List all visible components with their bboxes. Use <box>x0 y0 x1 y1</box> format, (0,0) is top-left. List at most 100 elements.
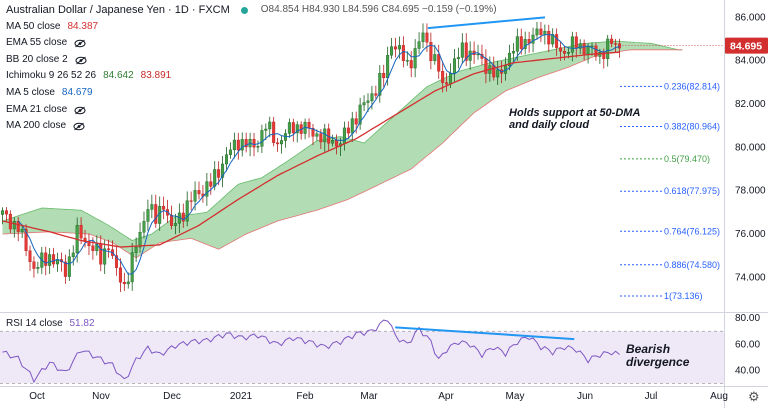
candle-body <box>114 255 118 268</box>
candle-body <box>71 252 75 257</box>
price-tick-label: 82.000 <box>735 99 766 110</box>
candle-body <box>205 181 209 197</box>
candle-body <box>346 127 350 134</box>
ohlc-readout: O84.854 H84.930 L84.596 C84.695 −0.159 (… <box>260 4 497 15</box>
time-tick-label: Nov <box>92 391 110 402</box>
candle-body <box>437 54 441 72</box>
candle-body <box>169 215 173 226</box>
hidden-eye-icon[interactable] <box>73 122 85 131</box>
indicator-value-2: 83.891 <box>140 70 172 82</box>
rsi-tick-label: 60.00 <box>735 339 760 350</box>
rsi-tick-label: 40.00 <box>735 365 760 376</box>
price-tick-label: 84.000 <box>735 56 766 67</box>
candle-body <box>24 228 28 251</box>
indicator-row[interactable]: EMA 21 close <box>6 102 497 119</box>
rsi-line <box>2 319 620 384</box>
candle-body <box>425 32 429 43</box>
hidden-eye-icon[interactable] <box>75 56 87 65</box>
indicator-value: 84.387 <box>67 20 99 32</box>
candle-body <box>272 121 276 143</box>
candle-body <box>28 250 32 262</box>
fib-label-3: 0.618(77.975) <box>664 186 720 196</box>
symbol-title[interactable]: Australian Dollar / Japanese Yen · 1D · … <box>6 4 230 16</box>
cloud-span-b <box>2 49 683 259</box>
candle-body <box>610 38 614 44</box>
candle-body <box>221 163 225 178</box>
price-trendline <box>427 16 546 30</box>
candle-body <box>48 254 52 266</box>
divergence-annotation: Bearish divergence <box>626 343 689 369</box>
candle-body <box>456 57 460 59</box>
candle-body <box>358 104 362 125</box>
last-price-label: 84.695 <box>730 41 762 53</box>
time-tick-label: May <box>506 391 525 402</box>
candle-body <box>232 139 236 151</box>
ichimoku-cloud <box>2 41 683 258</box>
candle-body <box>228 149 232 155</box>
indicator-row[interactable]: MA 5 close 84.679 <box>6 85 497 102</box>
time-tick-label: Jun <box>577 391 593 402</box>
candle-body <box>268 121 272 130</box>
candle-body <box>189 200 193 202</box>
candle-body <box>390 46 394 56</box>
candle-body <box>126 281 130 285</box>
candle-body <box>582 43 586 55</box>
fib-label-4: 0.764(76.125) <box>664 226 720 236</box>
candle-body <box>8 213 12 230</box>
candle-body <box>1 210 4 215</box>
candle-body <box>476 53 480 56</box>
indicator-row[interactable]: MA 50 close 84.387 <box>6 19 497 36</box>
indicator-name: MA 5 close <box>6 86 55 98</box>
candle-body <box>590 45 594 48</box>
indicator-row[interactable]: MA 200 close <box>6 118 497 135</box>
candle-body <box>154 204 158 224</box>
candle-body <box>460 42 464 58</box>
ma5-line <box>17 34 620 275</box>
candle-body <box>12 220 16 230</box>
time-tick-label: Feb <box>296 391 314 402</box>
rsi-label[interactable]: RSI 14 close <box>6 318 63 329</box>
candle-body <box>362 102 366 106</box>
indicator-row[interactable]: EMA 55 close <box>6 35 497 52</box>
candle-body <box>213 169 217 187</box>
candle-body <box>256 146 260 148</box>
candle-body <box>394 46 398 50</box>
support-annotation: Holds support at 50-DMA and daily cloud <box>509 107 640 131</box>
candle-body <box>519 36 523 49</box>
candle-body <box>535 28 539 36</box>
candle-body <box>150 204 154 210</box>
hidden-eye-icon[interactable] <box>74 106 86 115</box>
candle-body <box>464 42 468 61</box>
candle-body <box>315 133 319 137</box>
time-tick-label: Oct <box>29 391 45 402</box>
price-tick-label: 78.000 <box>735 186 766 197</box>
candle-body <box>217 169 221 178</box>
settings-gear-icon[interactable]: ⚙ <box>748 389 760 404</box>
candle-body <box>331 140 335 144</box>
price-tick-label: 76.000 <box>735 229 766 240</box>
candle-body <box>32 261 36 269</box>
candle-body <box>130 252 134 283</box>
indicator-name: MA 50 close <box>6 20 61 32</box>
candle-body <box>244 139 248 148</box>
indicator-name: EMA 55 close <box>6 37 68 49</box>
candle-body <box>4 210 8 215</box>
candle-body <box>291 122 295 134</box>
candle-body <box>252 139 256 148</box>
support-annotation-line-2: and daily cloud <box>509 119 590 131</box>
hidden-eye-icon[interactable] <box>74 39 86 48</box>
indicator-row[interactable]: BB 20 close 2 <box>6 52 497 69</box>
indicator-row[interactable]: Ichimoku 9 26 52 26 84.642 83.891 <box>6 68 497 85</box>
indicator-name: Ichimoku 9 26 52 26 <box>6 70 97 82</box>
candle-body <box>441 71 445 83</box>
fib-label-1: 0.382(80.964) <box>664 121 720 131</box>
candle-body <box>445 82 449 85</box>
candle-body <box>515 36 519 52</box>
time-tick-label: Jul <box>645 391 658 402</box>
indicator-value: 84.642 <box>103 70 134 82</box>
candle-body <box>405 60 409 62</box>
rsi-value: 51.82 <box>69 318 95 329</box>
candle-body <box>287 122 291 134</box>
candle-body <box>264 128 268 131</box>
